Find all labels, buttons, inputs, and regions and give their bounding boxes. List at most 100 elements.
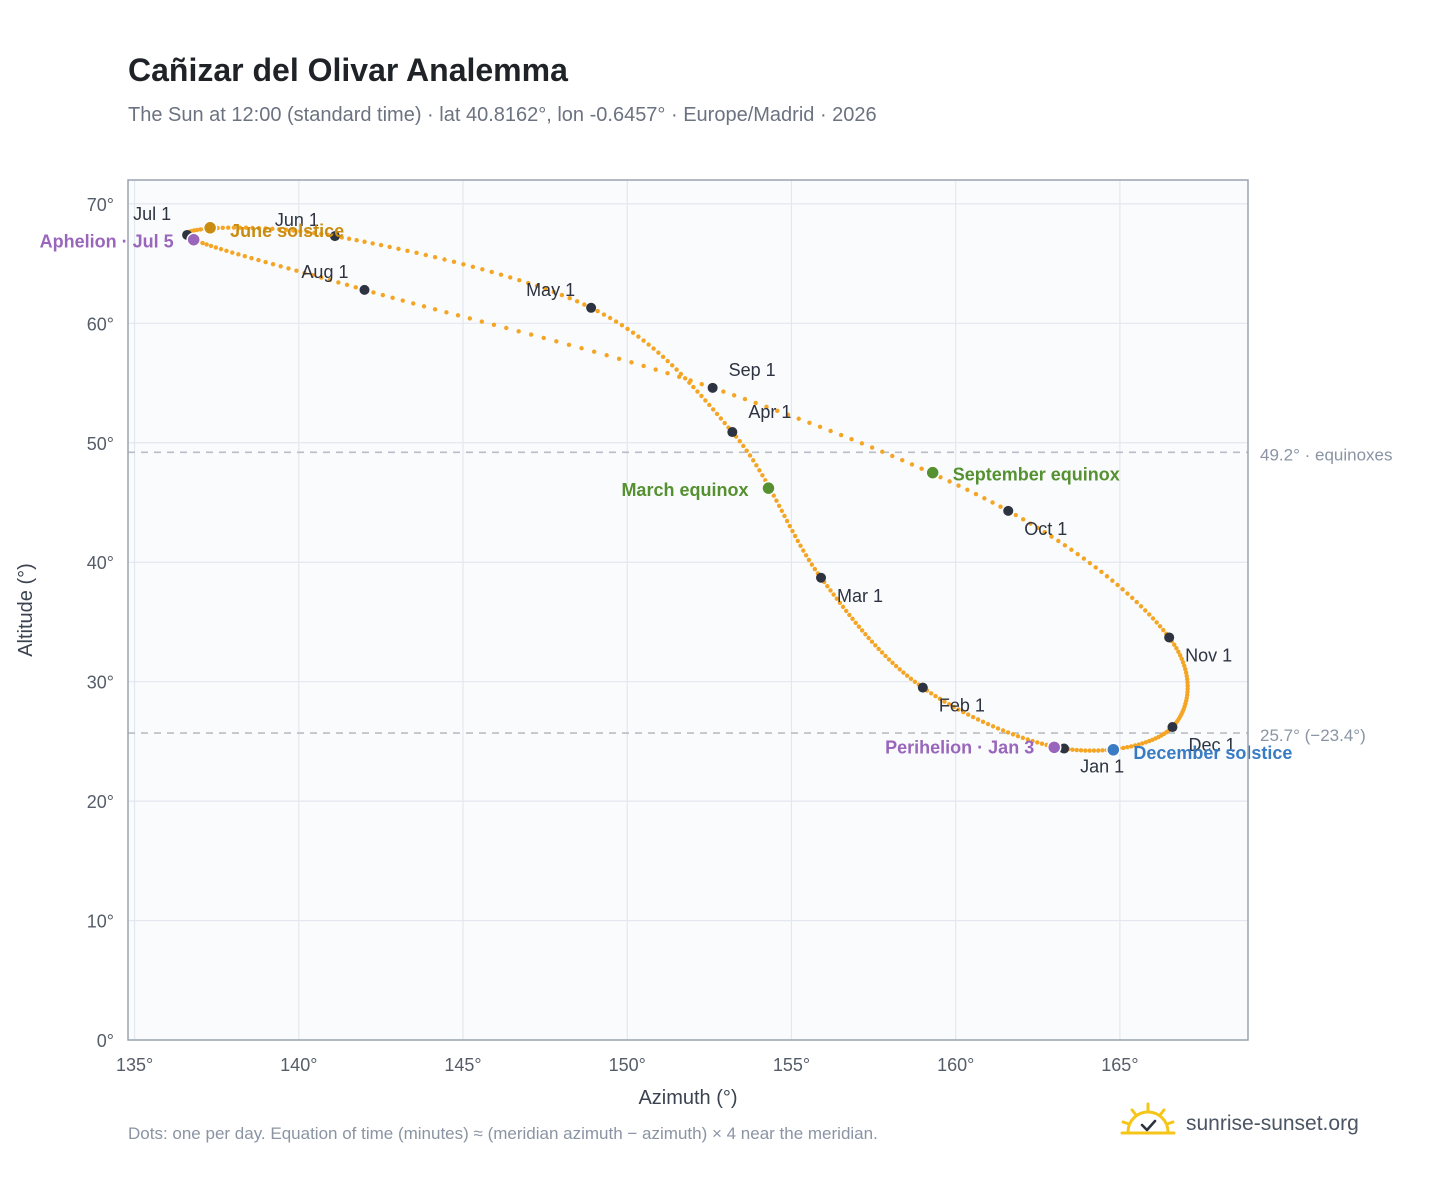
daily-sun-dot	[336, 280, 341, 285]
daily-sun-dot	[691, 384, 696, 390]
daily-sun-dot	[995, 726, 1001, 731]
daily-sun-dot	[1154, 620, 1159, 625]
daily-sun-dot	[619, 323, 625, 328]
daily-sun-dot	[346, 236, 352, 241]
daily-sun-dot	[703, 398, 708, 403]
daily-sun-dot	[414, 250, 419, 256]
daily-sun-dot	[302, 270, 307, 276]
daily-sun-dot	[876, 646, 881, 652]
daily-sun-dot	[764, 404, 769, 410]
y-tick-label: 70°	[87, 195, 114, 215]
daily-sun-dot	[965, 487, 970, 493]
daily-sun-dot	[774, 498, 779, 503]
daily-sun-dot	[812, 566, 818, 572]
daily-sun-dot	[787, 523, 792, 529]
daily-sun-dot	[883, 653, 888, 659]
daily-sun-dot	[1182, 663, 1187, 668]
daily-sun-dot	[754, 463, 759, 468]
daily-sun-dot	[718, 416, 724, 421]
daily-sun-dot	[1013, 512, 1018, 518]
daily-sun-dot	[230, 250, 235, 255]
month-marker-label: Nov 1	[1185, 645, 1232, 665]
daily-sun-dot	[710, 407, 716, 412]
daily-sun-dot	[707, 402, 712, 408]
daily-sun-dot	[1005, 730, 1011, 735]
daily-sun-dot	[591, 349, 597, 354]
event-marker	[761, 480, 776, 496]
daily-sun-dot	[1174, 646, 1179, 651]
daily-sun-dot	[1140, 741, 1145, 746]
daily-sun-dot	[263, 259, 268, 265]
month-marker-label: May 1	[526, 280, 575, 300]
x-tick-label: 160°	[937, 1055, 974, 1075]
event-label: Perihelion · Jan 3	[885, 737, 1034, 757]
daily-sun-dot	[390, 295, 395, 301]
daily-sun-dot	[837, 600, 843, 606]
daily-sun-dot	[980, 719, 986, 725]
daily-sun-dot	[566, 342, 572, 347]
daily-sun-dot	[371, 290, 376, 295]
daily-sun-dot	[284, 227, 289, 233]
daily-sun-dot	[998, 504, 1003, 509]
sun-logo-icon	[1120, 1102, 1176, 1135]
daily-sun-dot	[753, 400, 758, 406]
daily-sun-dot	[508, 275, 513, 280]
daily-sun-dot	[582, 302, 587, 307]
daily-sun-dot	[653, 367, 658, 372]
daily-sun-dot	[990, 500, 995, 505]
x-tick-label: 155°	[773, 1055, 810, 1075]
daily-sun-dot	[866, 635, 871, 641]
daily-sun-dot	[1134, 599, 1139, 605]
daily-sun-dot	[893, 663, 899, 669]
daily-sun-dot	[975, 717, 981, 722]
daily-sun-dot	[890, 453, 895, 459]
y-tick-label: 50°	[87, 434, 114, 454]
daily-sun-dot	[834, 596, 839, 601]
brand[interactable]: sunrise-sunset.org	[1120, 1102, 1359, 1146]
month-marker	[816, 572, 827, 583]
daily-sun-dot	[616, 356, 622, 361]
daily-sun-dot	[1100, 748, 1105, 753]
daily-sun-dot	[1042, 529, 1047, 535]
daily-sun-dot	[1179, 656, 1184, 662]
daily-sun-dot	[1143, 740, 1149, 745]
y-tick-label: 60°	[87, 314, 114, 334]
daily-sun-dot	[387, 244, 392, 250]
daily-sun-dot	[1146, 738, 1152, 744]
daily-sun-dot	[516, 329, 521, 334]
month-marker-label: Jun 1	[275, 210, 319, 230]
daily-sun-dot	[370, 241, 375, 246]
daily-sun-dot	[421, 304, 427, 309]
daily-sun-dot	[1180, 660, 1186, 665]
y-tick-label: 20°	[87, 792, 114, 812]
daily-sun-dot	[467, 316, 473, 321]
daily-sun-dot	[806, 557, 812, 563]
daily-sun-dot	[937, 696, 943, 702]
daily-sun-dot	[828, 428, 833, 434]
daily-sun-dot	[1157, 624, 1163, 629]
daily-sun-dot	[660, 354, 666, 360]
daily-sun-dot	[1010, 732, 1016, 737]
daily-sun-dot	[442, 257, 447, 262]
daily-sun-dot	[256, 225, 262, 231]
daily-sun-dot	[714, 411, 720, 417]
daily-sun-dot	[378, 242, 384, 248]
daily-sun-dot	[218, 246, 224, 252]
daily-sun-dot	[1184, 677, 1190, 682]
daily-sun-dot	[1185, 680, 1190, 685]
daily-sun-dot	[775, 408, 780, 413]
daily-sun-dot	[859, 441, 865, 446]
daily-sun-dot	[850, 616, 855, 622]
daily-sun-dot	[676, 374, 682, 380]
daily-sun-dot	[760, 473, 765, 478]
daily-sun-dot	[651, 346, 656, 351]
daily-sun-dot	[1129, 595, 1135, 601]
daily-sun-dot	[551, 289, 557, 295]
month-marker-label: Jan 1	[1080, 757, 1124, 777]
daily-sun-dot	[278, 264, 283, 269]
daily-sun-dot	[880, 449, 885, 454]
daily-sun-dot	[695, 389, 700, 394]
daily-sun-dot	[665, 370, 670, 376]
daily-sun-dot	[985, 721, 991, 727]
event-marker	[925, 465, 940, 480]
